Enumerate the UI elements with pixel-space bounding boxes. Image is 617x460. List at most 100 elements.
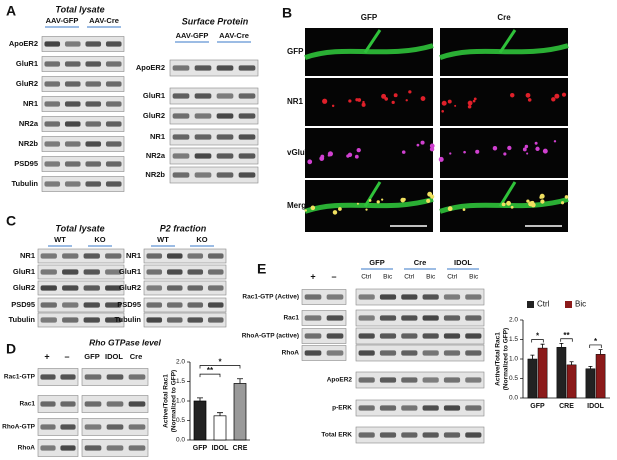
blot-strip (301, 310, 347, 326)
dendrite-branch (498, 29, 517, 54)
puncta (400, 197, 406, 203)
blot-band (358, 405, 375, 411)
puncta (416, 143, 420, 147)
blot-band (105, 121, 122, 127)
blot-band (422, 377, 439, 383)
puncta (454, 104, 457, 107)
puncta (332, 210, 338, 215)
blot-band (64, 121, 81, 127)
puncta (391, 100, 395, 104)
blot-band (62, 253, 79, 259)
x-tick-label: GFP (193, 445, 208, 452)
puncta (472, 99, 476, 103)
blot-band (105, 181, 122, 187)
significance-label: * (218, 358, 222, 367)
blot-band (358, 432, 375, 438)
blot-band (40, 424, 56, 430)
blot-strip (355, 399, 485, 417)
blot-band (326, 315, 344, 321)
puncta (368, 199, 372, 202)
blot-band (194, 65, 212, 71)
micrograph (440, 78, 568, 126)
blot-band (84, 424, 102, 430)
puncta (447, 206, 453, 212)
blot-band (40, 302, 57, 308)
panel-label: E (257, 261, 266, 277)
blot-band (187, 285, 204, 291)
blot-band (44, 161, 61, 167)
blot-band (83, 253, 100, 259)
blot-strip (41, 116, 125, 132)
row-label: GFP (287, 47, 304, 56)
blot-strip (355, 288, 485, 306)
blot-row-label: Rac1 (19, 401, 35, 408)
blot-row-label: GluR2 (143, 111, 165, 120)
blot-band (207, 302, 224, 308)
blot-row-label: NR2a (146, 151, 166, 160)
puncta (467, 100, 473, 106)
y-axis-label: Active/Total Rac1 (495, 332, 502, 386)
blot-band (216, 172, 234, 178)
lane-label: Ctrl (404, 274, 415, 281)
blot-strip (169, 166, 259, 184)
puncta (427, 191, 433, 197)
blot-band (84, 374, 102, 380)
group-label: AAV-GFP (176, 31, 209, 40)
error-bar (217, 412, 223, 416)
blot-band (40, 374, 56, 380)
error-bar (237, 378, 243, 384)
puncta (551, 97, 556, 102)
blot-strip (301, 328, 347, 344)
blot-row-label: NR1 (20, 251, 35, 260)
puncta (510, 205, 514, 209)
blot-strip (143, 312, 227, 328)
puncta (540, 199, 545, 204)
x-tick-label: IDOL (212, 445, 229, 452)
blot-band (238, 65, 256, 71)
lane-label: Bic (426, 274, 436, 281)
blot-row-label: p-ERK (332, 405, 352, 412)
blot-band (128, 374, 146, 380)
error-bar (598, 349, 603, 355)
blot-band (465, 432, 482, 438)
y-tick-label: 2.0 (176, 359, 185, 366)
blot-strip (169, 107, 259, 125)
blot-row-label: Total ERK (321, 432, 352, 439)
puncta (522, 147, 527, 152)
blot-strip (37, 368, 79, 386)
y-tick-label: 2.0 (509, 317, 518, 324)
blot-band (379, 333, 397, 339)
blot-row-label: GluR1 (13, 267, 35, 276)
blot-band (194, 172, 212, 178)
puncta (348, 99, 352, 103)
dendrite-branch (363, 29, 382, 54)
y-tick-label: 0.5 (176, 417, 185, 424)
blot-band (443, 315, 461, 321)
puncta (354, 154, 359, 159)
blot-band (84, 445, 102, 451)
puncta (526, 199, 530, 203)
blot-strip (355, 327, 485, 345)
blot-band (172, 172, 190, 178)
blot-band (358, 294, 375, 300)
blot-strip (143, 280, 227, 296)
blot-band (106, 401, 124, 407)
blot-band (105, 81, 122, 87)
row-label: vGluT1 (287, 148, 315, 157)
blot-band (105, 41, 122, 47)
puncta (564, 195, 569, 199)
significance-bracket (199, 373, 221, 378)
lane-label: GFP (84, 352, 99, 361)
blot-band (85, 41, 102, 47)
blot-band (128, 401, 146, 407)
group-label: AAV-Cre (219, 31, 249, 40)
blot-band (422, 350, 439, 356)
puncta (463, 150, 466, 154)
blot-strip (37, 297, 125, 313)
blot-band (304, 333, 322, 339)
puncta (473, 97, 477, 101)
lane-label: + (44, 351, 49, 361)
blot-band (465, 315, 482, 321)
blot-band (146, 253, 163, 259)
y-tick-label: 1.5 (509, 336, 518, 343)
